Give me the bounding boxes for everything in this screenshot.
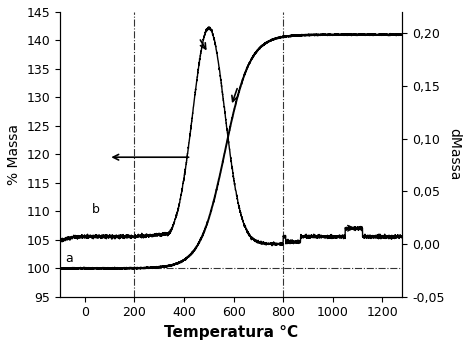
- Y-axis label: % Massa: % Massa: [7, 124, 21, 185]
- Text: a: a: [65, 252, 73, 265]
- X-axis label: Temperatura °C: Temperatura °C: [164, 325, 298, 340]
- Y-axis label: dMassa: dMassa: [447, 128, 461, 180]
- Text: b: b: [92, 203, 100, 216]
